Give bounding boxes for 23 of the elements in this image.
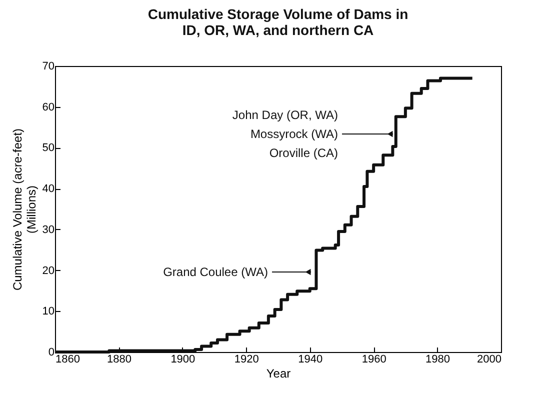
x-axis-title: Year — [266, 366, 291, 380]
y-tick-label: 70 — [42, 60, 54, 72]
x-tick-label: 1880 — [106, 354, 132, 366]
y-tick-label: 40 — [42, 183, 54, 196]
chart-title: Cumulative Storage Volume of Dams in ID, OR, WA, and northern CA — [148, 6, 408, 38]
y-tick-label: 0 — [48, 346, 54, 358]
y-tick-label: 30 — [42, 224, 54, 236]
annotation: John Day (OR, WA) — [232, 108, 338, 122]
y-axis-title: Cumulative Volume (acre-feet) (Millions) — [10, 128, 38, 291]
y-tick-label: 50 — [42, 142, 54, 154]
annotation: Mossyrock (WA) — [250, 127, 338, 141]
x-tick-label: 1940 — [298, 354, 323, 366]
x-tick-label: 1980 — [426, 354, 450, 366]
y-tick-label: 10 — [42, 306, 54, 318]
x-tick-label: 1860 — [56, 354, 80, 366]
y-tick-label: 20 — [42, 264, 54, 277]
y-tick-label: 60 — [42, 101, 54, 114]
x-tick-label: 2000 — [477, 354, 502, 366]
annotation: Oroville (CA) — [269, 146, 338, 160]
x-tick-label: 1920 — [234, 354, 259, 366]
annotation: Grand Coulee (WA) — [163, 265, 268, 279]
x-tick-label: 1900 — [170, 354, 196, 366]
x-tick-label: 1960 — [362, 354, 386, 366]
